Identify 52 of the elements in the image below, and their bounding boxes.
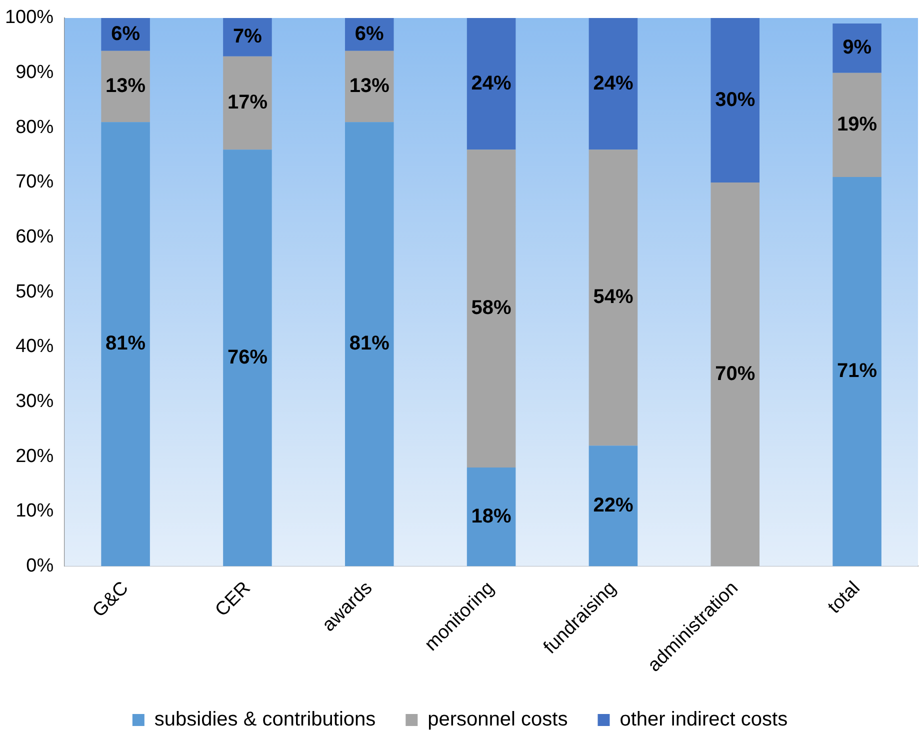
data-label: 7%	[233, 26, 262, 48]
bar	[466, 150, 516, 468]
bar	[588, 446, 638, 566]
bar	[345, 122, 394, 566]
data-label: 22%	[593, 494, 634, 516]
data-label: 81%	[349, 332, 390, 355]
data-label: 81%	[106, 332, 146, 355]
data-label: 6%	[354, 22, 384, 45]
bar	[223, 18, 272, 56]
y-tick-label: 70%	[16, 172, 54, 193]
bar	[345, 50, 394, 122]
data-label: 6%	[111, 22, 140, 45]
y-tick-label: 20%	[16, 446, 54, 467]
bar	[223, 150, 272, 566]
data-label: 54%	[593, 286, 634, 308]
bar	[710, 18, 760, 182]
bar	[101, 122, 150, 566]
bar	[832, 72, 882, 177]
y-tick-label: 90%	[16, 62, 54, 84]
data-label: 70%	[715, 362, 756, 385]
y-tick-label: 0%	[26, 555, 54, 576]
legend-label: other indirect costs	[620, 708, 788, 731]
y-tick-label: 60%	[16, 226, 54, 248]
y-tick-label: 10%	[16, 500, 54, 522]
data-label: 24%	[593, 72, 634, 94]
bar	[466, 468, 516, 566]
data-label: 9%	[842, 36, 872, 59]
data-label: 30%	[715, 88, 756, 111]
y-tick-label: 80%	[16, 116, 54, 138]
data-label: 24%	[471, 72, 512, 94]
legend-label: personnel costs	[428, 708, 568, 731]
data-label: 13%	[349, 75, 390, 98]
bar	[466, 18, 516, 150]
data-label: 13%	[106, 75, 146, 98]
data-label: 17%	[227, 91, 268, 114]
y-tick-label: 50%	[16, 281, 54, 302]
legend-label: subsidies & contributions	[154, 708, 376, 731]
bar	[832, 23, 882, 73]
bar	[101, 50, 150, 122]
bar	[710, 182, 760, 566]
bar	[223, 56, 272, 150]
data-label: 71%	[837, 360, 878, 382]
data-label: 76%	[227, 346, 268, 368]
y-tick-label: 30%	[16, 391, 54, 412]
bar	[832, 176, 882, 566]
data-label: 19%	[837, 113, 878, 136]
bar	[588, 18, 638, 150]
y-tick-label: 100%	[4, 7, 54, 28]
data-label: 18%	[471, 505, 512, 528]
y-tick-label: 40%	[16, 336, 54, 358]
bar	[588, 150, 638, 446]
data-label: 58%	[471, 297, 512, 320]
